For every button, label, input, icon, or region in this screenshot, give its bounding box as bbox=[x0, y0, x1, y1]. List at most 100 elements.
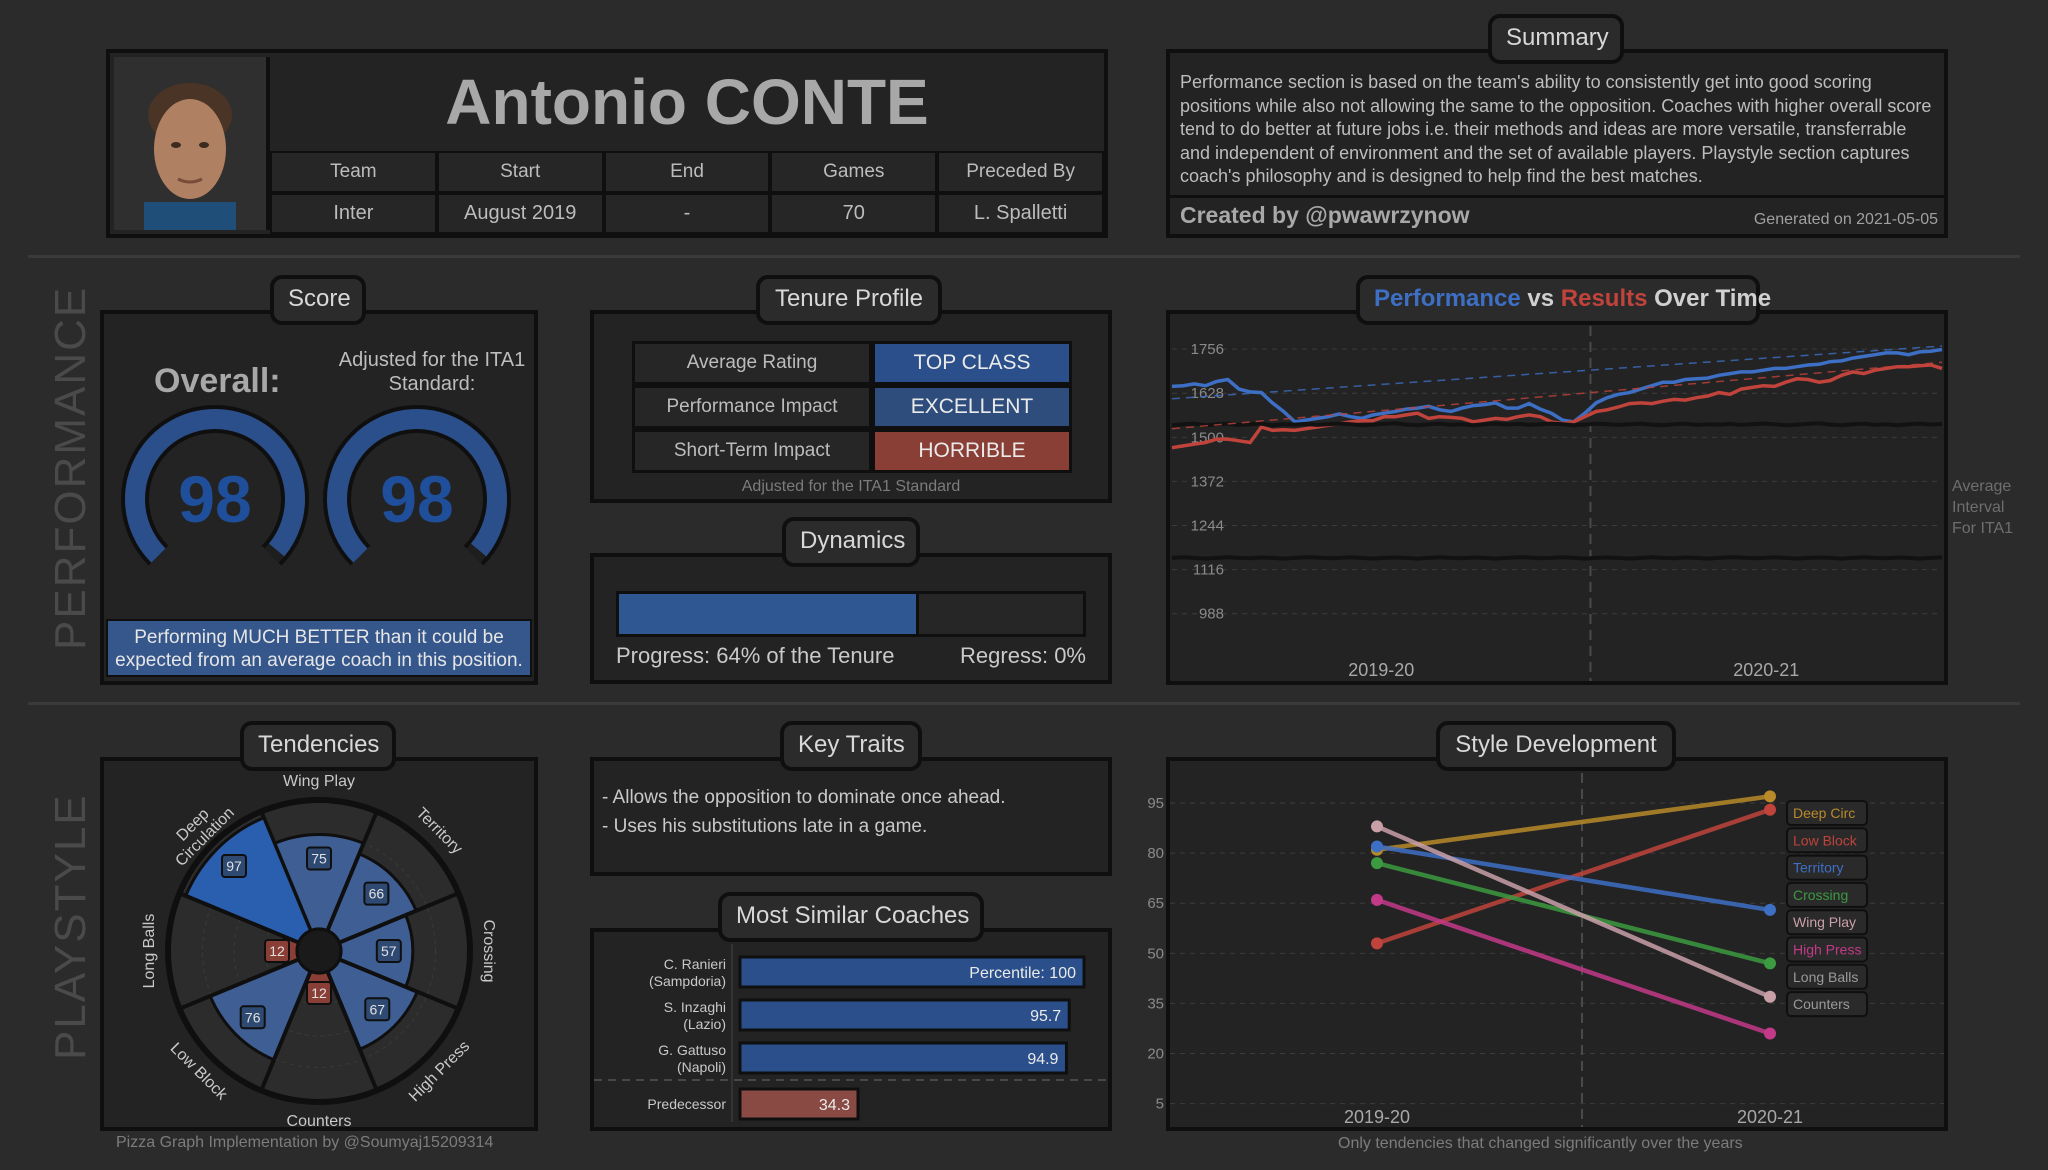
style-legend-label: Wing Play bbox=[1793, 914, 1856, 930]
style-x-tick: 2020-21 bbox=[1737, 1107, 1803, 1127]
regress-label: Regress: 0% bbox=[960, 643, 1086, 668]
style-dev-chart: 5 20 35 50 65 80 95 2019-20 2020-21 Deep Circ Low … bbox=[1147, 773, 1944, 1127]
progress-label: Progress: 64% of the Tenure bbox=[616, 643, 895, 668]
header-col-4: Preceded By bbox=[937, 151, 1104, 193]
perf-title-part: vs bbox=[1520, 285, 1561, 312]
perf-trend-results bbox=[1171, 361, 1943, 430]
tenure-row-label: Performance Impact bbox=[632, 385, 872, 429]
average-interval-line: Average bbox=[1952, 478, 2012, 495]
style-y-tick: 80 bbox=[1147, 845, 1164, 862]
pizza-value: 97 bbox=[226, 858, 242, 874]
pizza-value-badge bbox=[364, 997, 391, 1022]
tenure-title: Tenure Profile bbox=[756, 275, 942, 325]
overall-value: 98 bbox=[178, 462, 251, 536]
pizza-category-label: Counters bbox=[287, 1113, 352, 1127]
tenure-row: Average Rating TOP CLASS bbox=[632, 341, 1072, 385]
similar-bar-label: 94.9 bbox=[1027, 1051, 1058, 1068]
header-value-1: August 2019 bbox=[436, 193, 604, 234]
style-point bbox=[1371, 820, 1383, 833]
similar-coach-team: (Lazio) bbox=[683, 1016, 726, 1032]
style-legend-label: Territory bbox=[1793, 860, 1844, 876]
pizza-grid-ring bbox=[202, 834, 436, 1068]
adjusted-label: Adjusted for the ITA1 Standard: bbox=[338, 349, 526, 395]
header-value-3: 70 bbox=[770, 193, 938, 234]
style-point bbox=[1371, 840, 1383, 853]
pizza-category-label: Wing Play bbox=[283, 773, 355, 790]
similar-bar bbox=[738, 955, 1086, 989]
pizza-value: 67 bbox=[369, 1001, 385, 1017]
style-point bbox=[1764, 790, 1776, 803]
style-legend-box bbox=[1786, 936, 1868, 963]
similar-coach-name: C. Ranieri bbox=[664, 956, 726, 972]
dynamics-bar bbox=[616, 591, 1086, 637]
created-by-label: Created by @pwawrzynow bbox=[1180, 202, 1470, 228]
perf-title-part: Over Time bbox=[1647, 285, 1772, 312]
style-series-line bbox=[1376, 824, 1771, 999]
style-y-tick: 35 bbox=[1147, 995, 1164, 1012]
similar-coach-team: (Sampdoria) bbox=[649, 973, 726, 989]
perf-x-tick: 2020-21 bbox=[1733, 660, 1799, 680]
perf-y-tick: 1628 bbox=[1191, 385, 1224, 402]
key-trait-item: - Allows the opposition to dominate once… bbox=[602, 787, 1006, 808]
tenure-row-label: Average Rating bbox=[632, 341, 872, 385]
tendencies-title: Tendencies bbox=[240, 721, 396, 771]
style-legend-label: Crossing bbox=[1793, 887, 1848, 903]
pizza-value-badge bbox=[375, 939, 402, 963]
perf-title-part: Performance bbox=[1374, 285, 1521, 312]
tenure-row: Performance Impact EXCELLENT bbox=[632, 385, 1072, 429]
style-legend-box bbox=[1786, 963, 1868, 990]
pizza-category-label-group: Crossing bbox=[480, 919, 497, 982]
score-panel: Overall: Adjusted for the ITA1 Standard:… bbox=[100, 310, 538, 685]
style-legend-box bbox=[1786, 881, 1868, 908]
pizza-value: 75 bbox=[311, 851, 327, 867]
similar-coaches-title: Most Similar Coaches bbox=[718, 892, 984, 942]
style-legend-label: Counters bbox=[1793, 996, 1850, 1012]
style-point bbox=[1764, 957, 1776, 970]
style-legend-label: High Press bbox=[1793, 942, 1861, 958]
similar-coaches-chart: Percentile: 100 C. Ranieri(Sampdoria) 95.7… bbox=[594, 944, 1108, 1122]
style-y-tick: 65 bbox=[1147, 895, 1164, 912]
style-legend-label: Deep Circ bbox=[1793, 805, 1855, 821]
tenure-row-value: HORRIBLE bbox=[872, 429, 1072, 473]
style-legend-box bbox=[1786, 991, 1868, 1018]
pizza-center bbox=[295, 927, 343, 975]
style-legend-box bbox=[1786, 800, 1868, 826]
style-point bbox=[1764, 903, 1776, 916]
style-y-tick: 50 bbox=[1147, 945, 1164, 962]
style-dev-note: Only tendencies that changed significant… bbox=[1338, 1135, 1743, 1152]
gauge-fill bbox=[125, 409, 305, 563]
coach-header-panel: Antonio CONTE Team Inter Start August 2019 E… bbox=[106, 49, 1108, 238]
style-legend-box bbox=[1786, 827, 1868, 854]
summary-title: Summary bbox=[1488, 14, 1624, 64]
adjusted-gauge: 98 bbox=[323, 405, 511, 566]
header-col-1: Start bbox=[436, 151, 604, 193]
perf-trend-performance bbox=[1171, 345, 1943, 400]
overall-gauge: 98 bbox=[121, 405, 309, 566]
perf-series-results bbox=[1171, 363, 1943, 450]
perf-y-tick: 1756 bbox=[1191, 341, 1224, 358]
tenure-row-value: EXCELLENT bbox=[872, 385, 1072, 429]
progress-fill bbox=[619, 594, 919, 634]
pizza-value: 12 bbox=[269, 943, 285, 959]
generated-date-label: Generated on 2021-05-05 bbox=[1753, 211, 1938, 228]
section-label-playstyle: PLAYSTYLE bbox=[46, 793, 95, 1060]
average-interval-line: Interval bbox=[1952, 499, 2005, 516]
key-traits-title: Key Traits bbox=[780, 721, 922, 771]
style-y-tick: 5 bbox=[1156, 1096, 1164, 1113]
perf-x-tick: 2019-20 bbox=[1348, 660, 1414, 680]
header-col-2: End bbox=[603, 151, 771, 193]
tenure-panel: Average Rating TOP CLASS Performance Impac… bbox=[590, 310, 1112, 503]
similar-bar bbox=[738, 1087, 860, 1121]
style-dev-panel: 5 20 35 50 65 80 95 2019-20 2020-21 Deep Circ Low … bbox=[1147, 757, 1948, 1131]
pizza-category-label: Crossing bbox=[480, 919, 497, 982]
section-divider bbox=[28, 702, 2020, 705]
key-traits-list: - Allows the opposition to dominate once… bbox=[602, 783, 1006, 841]
perf-y-tick: 1372 bbox=[1191, 473, 1224, 490]
pizza-value: 57 bbox=[381, 943, 397, 959]
style-dev-title: Style Development bbox=[1436, 721, 1676, 771]
summary-text: Performance section is based on the team… bbox=[1180, 72, 1932, 186]
style-point bbox=[1764, 1027, 1776, 1040]
similar-coaches-panel: Percentile: 100 C. Ranieri (Sampdoria) 95.7… bbox=[590, 928, 1112, 1131]
style-point bbox=[1371, 893, 1383, 906]
